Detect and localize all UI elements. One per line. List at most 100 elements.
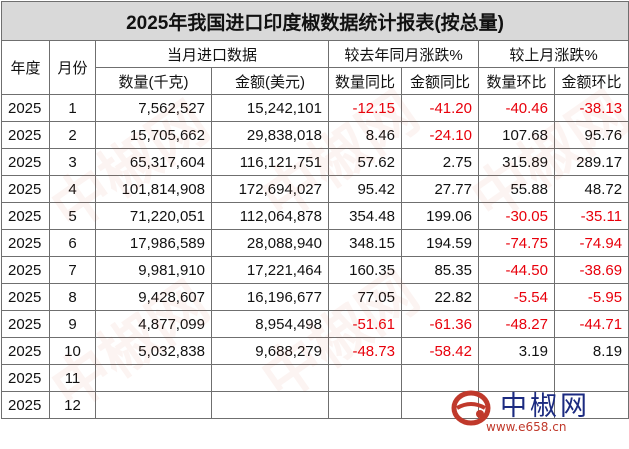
- cell-qty-yoy: [328, 364, 402, 392]
- cell-amt-mom: 95.76: [553, 121, 629, 149]
- cell-qty-mom: -5.54: [478, 283, 555, 311]
- cell-qty: [95, 391, 212, 419]
- cell-year: 2025: [1, 391, 50, 419]
- cell-qty-yoy: 160.35: [328, 256, 402, 284]
- table-row: 2025 7 9,981,910 17,221,464 160.35 85.35 -44.5…: [1, 256, 629, 284]
- cell-amt-yoy: 85.35: [401, 256, 479, 284]
- header-amt-mom: 金额环比: [553, 67, 629, 95]
- cell-amt-mom: -44.71: [553, 310, 629, 338]
- table-row: 2025 3 65,317,604 116,121,751 57.62 2.75 315.8…: [1, 148, 629, 176]
- cell-amt: 9,688,279: [211, 337, 329, 365]
- header-mom: 较上月涨跌%: [477, 40, 629, 68]
- cell-qty: 4,877,099: [95, 310, 212, 338]
- cell-month: 10: [49, 337, 96, 365]
- cell-amt-yoy: -58.42: [401, 337, 479, 365]
- cell-month: 12: [49, 391, 96, 419]
- report-table: 2025年我国进口印度椒数据统计报表(按总量) 年度 月份 当月进口数据 较去年…: [0, 1, 629, 419]
- cell-amt-mom: [553, 391, 629, 419]
- cell-qty-yoy: -48.73: [328, 337, 402, 365]
- table-row: 2025 10 5,032,838 9,688,279 -48.73 -58.42 3.19…: [1, 337, 629, 365]
- cell-amt: [211, 364, 329, 392]
- cell-amt-mom: -38.69: [553, 256, 629, 284]
- table-row: 2025 5 71,220,051 112,064,878 354.48 199.06 -3…: [1, 202, 629, 230]
- logo-text: 中椒网: [500, 391, 590, 422]
- cell-qty: 101,814,908: [95, 175, 212, 203]
- cell-month: 5: [49, 202, 96, 230]
- table-row: 2025 9 4,877,099 8,954,498 -51.61 -61.36 -48.2…: [1, 310, 629, 338]
- table-row: 2025 8 9,428,607 16,196,677 77.05 22.82 -5.54-…: [1, 283, 629, 311]
- logo-icon: [451, 390, 491, 426]
- cell-qty-mom: 55.88: [478, 175, 555, 203]
- cell-amt-yoy: -41.20: [401, 94, 479, 122]
- cell-qty-yoy: 8.46: [328, 121, 402, 149]
- cell-amt: 29,838,018: [211, 121, 329, 149]
- cell-month: 1: [49, 94, 96, 122]
- cell-year: 2025: [1, 364, 50, 392]
- cell-qty-mom: -40.46: [478, 94, 555, 122]
- cell-amt: 172,694,027: [211, 175, 329, 203]
- cell-qty-yoy: 77.05: [328, 283, 402, 311]
- cell-qty-yoy: [328, 391, 402, 419]
- cell-year: 2025: [1, 121, 50, 149]
- cell-qty: 15,705,662: [95, 121, 212, 149]
- cell-qty-yoy: 348.15: [328, 229, 402, 257]
- cell-qty: 65,317,604: [95, 148, 212, 176]
- cell-amt: [211, 391, 329, 419]
- cell-year: 2025: [1, 283, 50, 311]
- cell-amt-yoy: 22.82: [401, 283, 479, 311]
- cell-qty-yoy: -12.15: [328, 94, 402, 122]
- cell-qty-yoy: 57.62: [328, 148, 402, 176]
- cell-qty-yoy: 354.48: [328, 202, 402, 230]
- header-qty-mom: 数量环比: [478, 67, 555, 95]
- cell-qty-mom: -44.50: [478, 256, 555, 284]
- cell-amt-yoy: 2.75: [401, 148, 479, 176]
- cell-month: 7: [49, 256, 96, 284]
- cell-amt: 112,064,878: [211, 202, 329, 230]
- cell-amt: 16,196,677: [211, 283, 329, 311]
- cell-amt-mom: 289.17: [553, 148, 629, 176]
- header-yoy: 较去年同月涨跌%: [328, 40, 479, 68]
- table-row: 2025 12: [1, 391, 629, 419]
- cell-month: 11: [49, 364, 96, 392]
- cell-amt-yoy: [401, 364, 479, 392]
- cell-year: 2025: [1, 148, 50, 176]
- table-row: 2025 4 101,814,908 172,694,027 95.42 27.77 55.…: [1, 175, 629, 203]
- table-row: 2025 6 17,986,589 28,088,940 348.15 194.59 -74…: [1, 229, 629, 257]
- report-title: 2025年我国进口印度椒数据统计报表(按总量): [0, 1, 629, 41]
- cell-qty-yoy: -51.61: [328, 310, 402, 338]
- cell-amt-yoy: 27.77: [401, 175, 479, 203]
- header-monthly-import: 当月进口数据: [95, 40, 329, 68]
- header-month: 月份: [49, 40, 96, 95]
- header-qty-yoy: 数量同比: [328, 67, 402, 95]
- cell-month: 4: [49, 175, 96, 203]
- cell-year: 2025: [1, 337, 50, 365]
- cell-qty: [95, 364, 212, 392]
- logo-url: www.e658.cn: [486, 420, 567, 434]
- cell-qty: 7,562,527: [95, 94, 212, 122]
- cell-amt-mom: -38.13: [553, 94, 629, 122]
- cell-qty: 9,981,910: [95, 256, 212, 284]
- cell-year: 2025: [1, 256, 50, 284]
- cell-month: 3: [49, 148, 96, 176]
- cell-year: 2025: [1, 202, 50, 230]
- header-year: 年度: [1, 40, 50, 95]
- cell-qty-mom: 315.89: [478, 148, 555, 176]
- cell-amt-mom: 48.72: [553, 175, 629, 203]
- cell-month: 9: [49, 310, 96, 338]
- cell-amt-mom: -5.95: [553, 283, 629, 311]
- cell-amt: 17,221,464: [211, 256, 329, 284]
- cell-amt: 116,121,751: [211, 148, 329, 176]
- cell-month: 2: [49, 121, 96, 149]
- cell-year: 2025: [1, 310, 50, 338]
- cell-qty: 9,428,607: [95, 283, 212, 311]
- cell-amt-mom: -35.11: [553, 202, 629, 230]
- header-amount: 金额(美元): [211, 67, 329, 95]
- table-row: 2025 11: [1, 364, 629, 392]
- cell-amt-yoy: -61.36: [401, 310, 479, 338]
- cell-qty-mom: -30.05: [478, 202, 555, 230]
- cell-amt-yoy: -24.10: [401, 121, 479, 149]
- cell-year: 2025: [1, 175, 50, 203]
- cell-qty: 17,986,589: [95, 229, 212, 257]
- cell-amt-yoy: 199.06: [401, 202, 479, 230]
- cell-qty-yoy: 95.42: [328, 175, 402, 203]
